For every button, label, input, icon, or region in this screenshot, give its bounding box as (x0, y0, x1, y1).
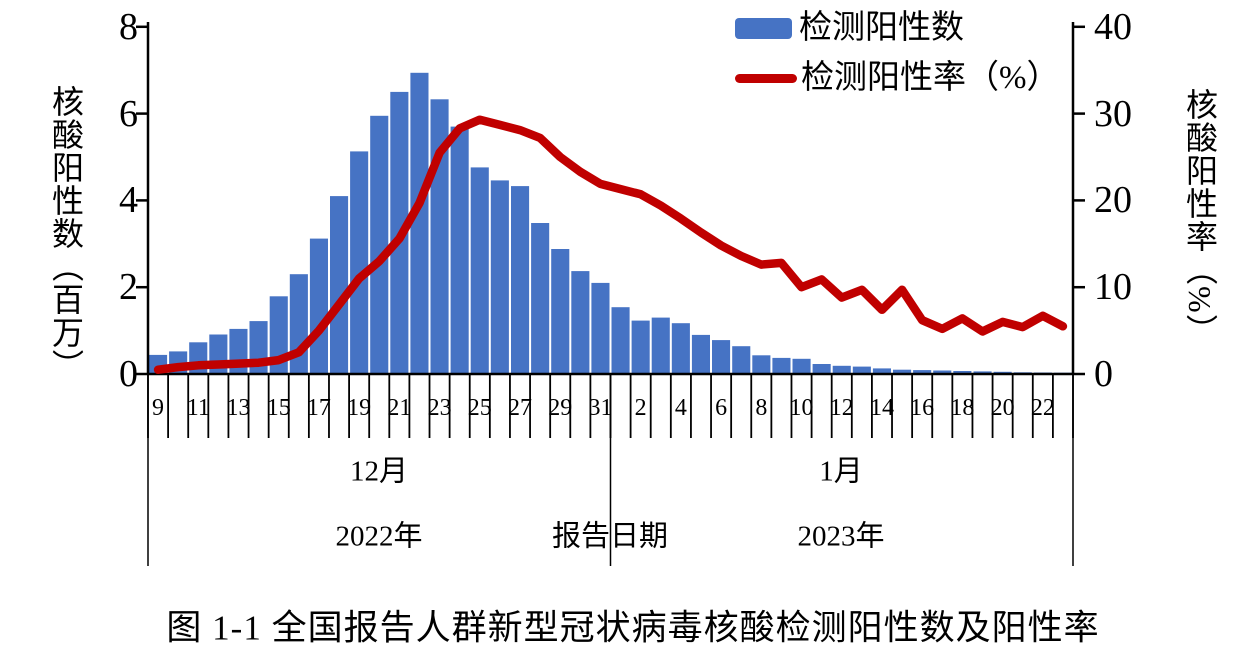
left-axis-tick-label: 0 (119, 353, 138, 395)
bar (832, 365, 851, 374)
bar (591, 282, 610, 374)
day-tick-label: 22 (1030, 395, 1055, 421)
bar (410, 72, 429, 375)
day-tick-label: 11 (186, 395, 210, 421)
bar (913, 370, 932, 374)
x-axis-title: 报告日期 (551, 520, 669, 553)
day-tick-label: 13 (226, 395, 251, 421)
day-tick-label: 18 (950, 395, 975, 421)
bar (852, 366, 871, 374)
bar (671, 323, 690, 374)
day-tick-label: 19 (347, 395, 372, 421)
left-axis-tick-label: 4 (119, 179, 138, 222)
legend-label-positive-rate: 检测阳性率（%） (801, 59, 1060, 96)
bar (772, 357, 791, 374)
figure-caption: 图 1-1 全国报告人群新型冠状病毒核酸检测阳性数及阳性率 (166, 608, 1100, 648)
left-axis-tick-label: 6 (119, 92, 138, 135)
legend: 检测阳性数 检测阳性率（%） (735, 7, 1060, 99)
right-axis-tick-label: 30 (1094, 92, 1132, 135)
bar (712, 340, 731, 374)
bar (872, 368, 891, 374)
day-tick-label: 29 (548, 395, 573, 421)
bar-swatch-icon (735, 17, 792, 39)
bar (631, 320, 650, 374)
day-tick-label: 16 (910, 395, 935, 421)
day-tick-label: 6 (715, 395, 728, 421)
day-tick-label: 10 (789, 395, 814, 421)
day-tick-label: 25 (467, 395, 492, 421)
right-axis-tick-label: 10 (1094, 266, 1132, 309)
day-tick-label: 9 (152, 395, 165, 421)
month-label-january: 1月 (819, 455, 863, 488)
bar (309, 238, 328, 374)
bar (651, 317, 670, 374)
bar (330, 196, 349, 374)
bar (691, 334, 710, 374)
bar (350, 151, 369, 374)
bar (953, 371, 972, 374)
day-tick-label: 14 (869, 395, 894, 421)
bar (511, 186, 530, 374)
bar (370, 115, 389, 375)
day-tick-label: 20 (990, 395, 1015, 421)
day-tick-label: 4 (674, 395, 687, 421)
bar (752, 355, 771, 374)
day-tick-label: 27 (508, 395, 532, 421)
left-axis-tick-label: 8 (119, 5, 138, 48)
legend-label-positive-count: 检测阳性数 (799, 9, 964, 46)
right-axis-tick-label: 0 (1094, 353, 1113, 395)
day-tick-label: 8 (755, 395, 768, 421)
year-label-2023: 2023年 (797, 520, 885, 553)
left-axis-tick-label: 2 (119, 266, 138, 309)
bar (611, 307, 630, 374)
right-axis-tick-label: 40 (1094, 5, 1132, 48)
right-axis-tick-label: 20 (1094, 179, 1132, 222)
month-label-december: 12月 (349, 455, 409, 488)
bar (973, 371, 992, 374)
positive-rate-line (153, 115, 1068, 374)
bar (490, 180, 509, 374)
bar (571, 271, 590, 374)
bar (551, 249, 570, 374)
bar (531, 223, 550, 374)
day-tick-label: 17 (306, 395, 331, 421)
year-label-2022: 2022年 (335, 520, 423, 553)
day-tick-label: 23 (427, 395, 452, 421)
right-axis-title: 核酸阳性率（%） (1182, 88, 1218, 347)
day-tick-label: 21 (387, 395, 412, 421)
bar (893, 369, 912, 374)
bar (732, 346, 751, 374)
left-axis-title: 核酸阳性数（百万） (48, 85, 84, 382)
bar (470, 167, 489, 374)
legend-item-positive-rate: 检测阳性率（%） (735, 57, 1060, 99)
day-tick-label: 15 (266, 395, 291, 421)
bar (450, 126, 469, 374)
bar (933, 370, 952, 374)
day-tick-label: 2 (634, 395, 647, 421)
day-tick-label: 12 (829, 395, 854, 421)
day-tick-label: 31 (588, 395, 613, 421)
line-swatch-icon (735, 73, 797, 83)
bar (792, 358, 811, 374)
legend-item-positive-count: 检测阳性数 (735, 7, 1060, 49)
bar (812, 364, 831, 374)
